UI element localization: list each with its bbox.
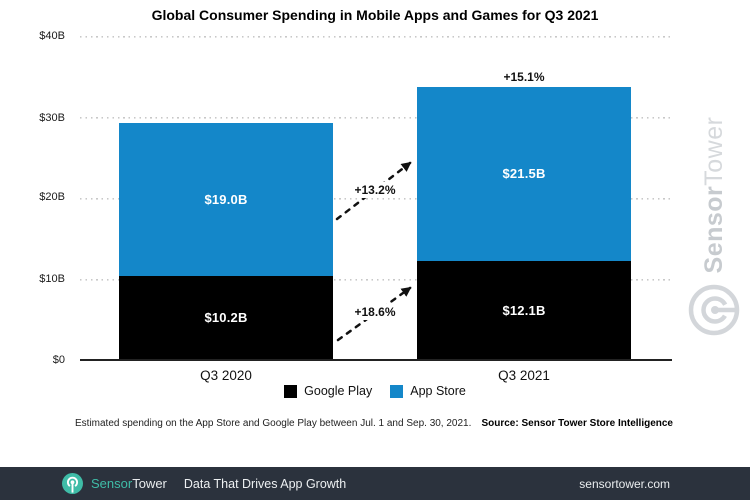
- footer-website-link[interactable]: sensortower.com: [579, 476, 670, 491]
- value-label-app-store-2020: $19.0B: [204, 191, 248, 207]
- sensor-tower-watermark-icon: [688, 284, 740, 336]
- x-label-q3-2021: Q3 2021: [498, 368, 550, 383]
- footer-brand: SensorTower: [91, 476, 167, 491]
- footer-brand-sensor: Sensor: [91, 476, 133, 491]
- watermark-brand: SensorTower: [700, 115, 728, 275]
- y-tick-40b: $40B: [39, 30, 65, 42]
- footnote-text: Estimated spending on the App Store and …: [75, 418, 472, 429]
- legend: Google Play App Store: [0, 384, 750, 398]
- y-tick-30b: $30B: [39, 112, 65, 124]
- y-tick-10b: $10B: [39, 273, 65, 285]
- gridline-40b: [80, 36, 672, 38]
- source-text: Source: Sensor Tower Store Intelligence: [481, 418, 673, 429]
- gridline-30b: [80, 117, 672, 119]
- legend-item-app-store: App Store: [390, 384, 466, 398]
- legend-item-google-play: Google Play: [284, 384, 372, 398]
- footer-tagline: Data That Drives App Growth: [183, 476, 347, 491]
- legend-label-app-store: App Store: [410, 384, 466, 398]
- total-growth-label: +15.1%: [503, 70, 545, 84]
- x-label-q3-2020: Q3 2020: [200, 368, 252, 383]
- sensor-tower-logo-icon: [62, 473, 83, 494]
- footer-bar: SensorTower Data That Drives App Growth …: [0, 467, 750, 500]
- y-tick-0: $0: [52, 354, 65, 366]
- bar-q3-2021: $21.5B $12.1B: [417, 35, 631, 359]
- legend-label-google-play: Google Play: [304, 384, 373, 398]
- y-tick-20b: $20B: [39, 191, 65, 203]
- value-label-app-store-2021: $21.5B: [502, 166, 546, 182]
- plot-area: $19.0B $10.2B $21.5B $12.1B: [80, 35, 672, 361]
- bar-segment-app-store-2021: $21.5B: [417, 86, 631, 261]
- bar-q3-2020: $19.0B $10.2B: [119, 35, 333, 359]
- gridline-10b: [80, 279, 672, 281]
- notes-row: Estimated spending on the App Store and …: [75, 418, 673, 429]
- app-store-growth-label: +13.2%: [346, 182, 404, 198]
- legend-swatch-app-store: [390, 384, 404, 398]
- watermark-brand-tower: Tower: [700, 116, 728, 186]
- legend-swatch-google-play: [284, 384, 298, 398]
- chart-title: Global Consumer Spending in Mobile Apps …: [151, 7, 599, 23]
- footer-brand-tower: Tower: [132, 476, 167, 491]
- value-label-google-play-2021: $12.1B: [502, 302, 546, 318]
- value-label-google-play-2020: $10.2B: [204, 310, 248, 326]
- bar-segment-app-store-2020: $19.0B: [119, 122, 333, 277]
- watermark-brand-sensor: Sensor: [700, 185, 728, 274]
- google-play-growth-label: +18.6%: [346, 304, 404, 320]
- bar-segment-google-play-2020: $10.2B: [119, 276, 333, 359]
- x-axis-line: [80, 359, 672, 361]
- bar-segment-google-play-2021: $12.1B: [417, 261, 631, 359]
